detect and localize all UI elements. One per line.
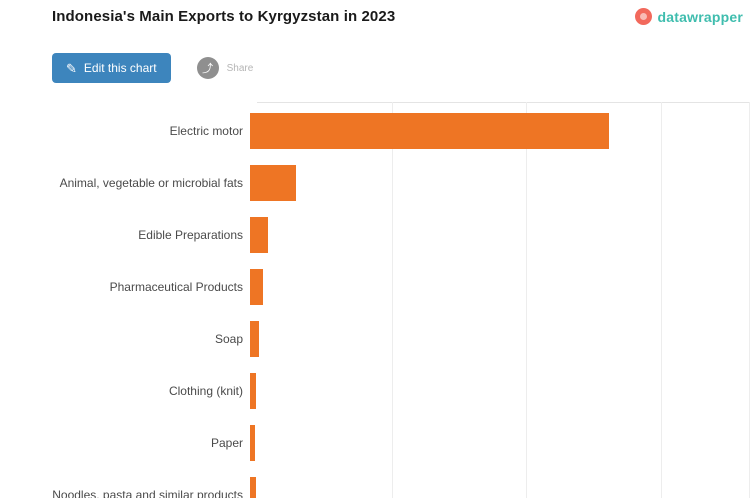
bar-row: Pharmaceutical Products: [0, 261, 753, 313]
bar-category-label: Clothing (knit): [168, 383, 243, 398]
bar-category-label: Paper: [210, 435, 243, 450]
bar[interactable]: [250, 113, 609, 149]
gridline: [661, 102, 662, 498]
bar-row: Edible Preparations: [0, 209, 753, 261]
bar[interactable]: [250, 477, 256, 498]
bar[interactable]: [250, 217, 268, 253]
bar[interactable]: [250, 165, 296, 201]
gridline: [392, 102, 393, 498]
bar[interactable]: [250, 425, 255, 461]
gridline: [526, 102, 527, 498]
edit-chart-button-label: Edit this chart: [83, 61, 157, 75]
datawrapper-logo-text: datawrapper: [657, 8, 743, 25]
share-button[interactable]: ⤴: [196, 57, 219, 79]
bar-category-label: Pharmaceutical Products: [109, 279, 243, 294]
datawrapper-logo-icon: [634, 8, 652, 25]
page-title: Indonesia's Main Exports to Kyrgyzstan i…: [52, 8, 396, 25]
bar-row: Noodles, pasta and similar products: [0, 469, 753, 498]
share-icon: ⤴: [202, 63, 214, 75]
bar-category-label: Electric motor: [169, 123, 243, 138]
bar-category-label: Animal, vegetable or microbial fats: [59, 175, 243, 190]
bar-chart: Electric motor Animal, vegetable or micro…: [0, 102, 753, 498]
bar-category-label: Edible Preparations: [138, 227, 243, 242]
bar-rows: Electric motor Animal, vegetable or micro…: [0, 105, 753, 498]
bar-category-label: Noodles, pasta and similar products: [52, 487, 243, 498]
bar-row: Electric motor: [0, 105, 753, 157]
datawrapper-brand[interactable]: datawrapper: [634, 8, 743, 25]
axis-top-line: [257, 102, 749, 103]
bar-row: Paper: [0, 417, 753, 469]
bar[interactable]: [250, 269, 263, 305]
toolbar: ✎ Edit this chart ⤴ Share: [52, 53, 253, 83]
bar-row: Soap: [0, 313, 753, 365]
bar-category-label: Soap: [214, 331, 243, 346]
gridline: [749, 102, 750, 498]
bar-row: Animal, vegetable or microbial fats: [0, 157, 753, 209]
share-button-label: Share: [226, 62, 254, 74]
edit-chart-button[interactable]: ✎ Edit this chart: [52, 53, 171, 83]
pencil-icon: ✎: [66, 60, 77, 76]
bar-row: Clothing (knit): [0, 365, 753, 417]
bar[interactable]: [250, 321, 259, 357]
bar[interactable]: [250, 373, 256, 409]
